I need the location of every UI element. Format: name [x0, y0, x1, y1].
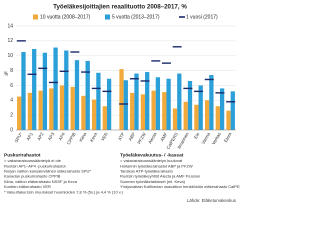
- x-tick-label: AP1: [25, 131, 34, 141]
- bar: [130, 92, 135, 130]
- bar: [172, 108, 178, 130]
- bar: [230, 91, 235, 130]
- bar: [166, 78, 171, 130]
- bar: [187, 80, 193, 130]
- note-line: Ruotsin työeläkeyhtiöt Alecta ja AMF Pen…: [120, 174, 200, 179]
- bar: [49, 88, 54, 130]
- bar: [177, 73, 182, 130]
- source: Lähde: Eläketurvakeskus: [187, 198, 237, 203]
- y-tick-label: 12: [7, 38, 13, 44]
- bar: [140, 94, 146, 130]
- bar: [215, 106, 220, 130]
- bar: [145, 72, 150, 130]
- bar: [119, 69, 124, 130]
- bar: [204, 100, 210, 130]
- y-tick-label: 2: [10, 112, 13, 118]
- bar: [96, 72, 101, 130]
- bar: [155, 77, 161, 130]
- x-tick-label: SPU*: [14, 131, 24, 143]
- x-tick-label: CPPIB: [66, 132, 77, 146]
- bar: [70, 86, 75, 130]
- x-tick-label: VER: [100, 132, 109, 142]
- bar: [81, 95, 86, 130]
- note-line: Norjan valtion kansainvälinen eläkerahas…: [4, 168, 91, 173]
- x-tick-label: AMF: [159, 131, 168, 142]
- bar: [32, 49, 37, 130]
- legend-swatch: [179, 16, 185, 18]
- bar: [21, 52, 26, 130]
- bar: [151, 90, 156, 130]
- x-tick-label: AP4: [58, 131, 67, 141]
- note-line: Yhdysvaltain Kalifornian osavaltion henk…: [120, 184, 240, 189]
- x-tick-label: Veritas: [211, 131, 222, 146]
- bar: [27, 92, 33, 130]
- bar: [17, 96, 22, 130]
- bar: [53, 47, 58, 130]
- y-tick-label: 14: [7, 23, 13, 29]
- y-tick-label: 8: [10, 68, 13, 74]
- bar: [59, 85, 65, 130]
- x-tick-label: AP2: [36, 131, 45, 141]
- bar: [123, 80, 128, 130]
- legend-label: 5 vuotta (2013–2017): [112, 14, 160, 20]
- x-tick-label: Alecta: [147, 131, 158, 145]
- y-axis-label: %: [4, 71, 9, 77]
- note-title: Työeläkevakuutus- / -kassat: [120, 152, 184, 158]
- x-tick-label: PFZW: [136, 131, 147, 145]
- y-tick-label: 10: [7, 53, 13, 59]
- chart: Työeläkesijoittajien reaalituotto 2008–2…: [4, 4, 246, 204]
- x-tick-label: Varma: [200, 131, 211, 145]
- legend-label: 10 vuotta (2008–2017): [40, 14, 91, 20]
- bar: [74, 60, 80, 130]
- bar: [209, 75, 214, 130]
- legend-swatch: [105, 14, 110, 20]
- x-tick-label: Etera: [223, 131, 233, 143]
- legend-swatch: [33, 14, 38, 20]
- x-tick-label: ATP: [117, 132, 125, 142]
- note-line: Hollannin työeläkerahastot ABP ja PFZW: [120, 163, 193, 168]
- bar: [85, 60, 90, 130]
- y-tick-label: 0: [10, 127, 13, 133]
- bar: [91, 99, 97, 130]
- bar: [42, 52, 48, 130]
- x-tick-label: AP3: [47, 131, 56, 141]
- note-line: Kuntien eläkerahasto VER: [4, 184, 51, 189]
- bar: [38, 90, 43, 130]
- legend-label: 1 vuosi (2017): [186, 14, 218, 20]
- bar: [194, 104, 199, 130]
- note-line: Suomen työeläkelaitokset (ml. Keva): [120, 179, 186, 184]
- note-line: Tanskan ATP-työeläkerahasto: [120, 168, 174, 173]
- note-line: = vakavaraisuussääntelyä ei ole: [4, 158, 62, 163]
- bar: [102, 106, 107, 130]
- note-line: * Valuuttakurssin muutokset huomioiden 7…: [4, 189, 124, 194]
- bar: [198, 85, 203, 130]
- note-title: Puskurirahastot: [4, 152, 41, 158]
- chart-title: Työeläkesijoittajien reaalituotto 2008–2…: [53, 4, 187, 11]
- x-tick-label: ABP: [127, 132, 136, 142]
- note-line: Kiina, valtion eläkerahasto NSSF ja Keva: [4, 179, 78, 184]
- bar: [183, 101, 188, 130]
- y-tick-label: 6: [10, 83, 13, 89]
- note-line: Ruotsin AP1–AP4 -puskurirahastot: [4, 163, 66, 168]
- x-tick-label: Keva: [89, 131, 99, 143]
- page: Työeläkesijoittajien reaalituotto 2008–2…: [3, 3, 246, 204]
- bar: [162, 92, 167, 130]
- note-line: Kanadan puskurirahasto CPPIB: [4, 174, 61, 179]
- bar: [106, 78, 112, 130]
- bar: [134, 73, 139, 130]
- bar: [64, 50, 69, 131]
- note-line: = vakavaraisuussääntelyn kuuluvat: [120, 158, 183, 163]
- x-tick-label: Kiina: [78, 131, 87, 142]
- bar: [219, 88, 225, 130]
- x-tick-label: Elo: [193, 131, 201, 139]
- bar: [226, 110, 231, 130]
- y-tick-label: 4: [10, 98, 13, 104]
